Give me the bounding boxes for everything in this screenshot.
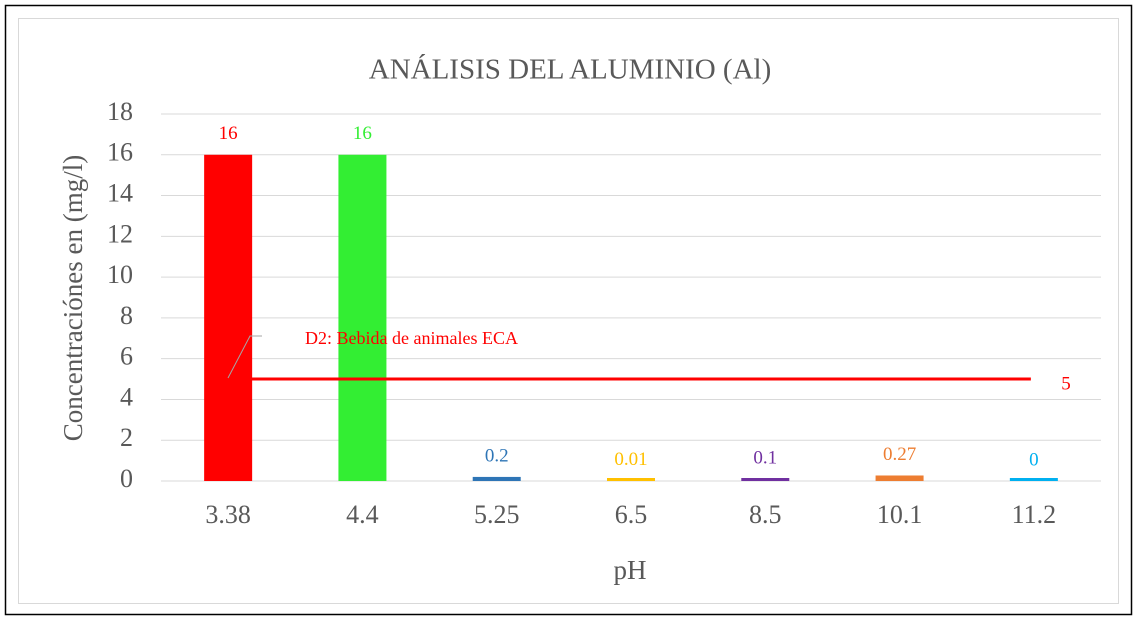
y-tick-label: 10	[107, 260, 133, 289]
chart-title: ANÁLISIS DEL ALUMINIO (Al)	[369, 53, 771, 86]
x-tick-label: 8.5	[749, 500, 782, 529]
y-tick-label: 12	[107, 219, 133, 248]
data-label: 16	[353, 123, 372, 144]
y-axis-label: Concentraciónes en (mg/l)	[58, 155, 88, 441]
data-label: 16	[219, 123, 238, 144]
y-tick-label: 8	[120, 301, 133, 330]
chart-border	[18, 18, 1119, 604]
bar	[1009, 478, 1058, 481]
reference-label: D2: Bebida de animales ECA	[305, 328, 518, 348]
bar	[741, 478, 790, 481]
outer-border	[4, 4, 1133, 616]
data-label: 0	[1029, 449, 1039, 470]
bar	[607, 478, 655, 481]
data-label: 0.01	[614, 449, 647, 470]
data-label: 0.1	[753, 447, 777, 468]
bar	[875, 475, 924, 481]
bar	[472, 476, 521, 481]
x-tick-label: 4.4	[346, 500, 379, 529]
x-tick-label: 3.38	[205, 500, 251, 529]
y-tick-label: 6	[120, 342, 133, 371]
x-tick-label: 10.1	[877, 500, 923, 529]
y-tick-label: 18	[107, 97, 133, 126]
y-tick-label: 4	[120, 382, 133, 411]
leader-line	[227, 335, 262, 379]
y-tick-label: 2	[120, 423, 133, 452]
y-tick-label: 16	[107, 138, 133, 167]
x-tick-label: 6.5	[615, 500, 648, 529]
bar	[204, 154, 253, 481]
x-tick-label: 11.2	[1012, 500, 1057, 529]
bar	[338, 154, 387, 481]
y-tick-label: 0	[120, 464, 133, 493]
y-tick-label: 14	[107, 179, 133, 208]
data-label: 0.27	[883, 444, 916, 465]
x-tick-label: 5.25	[474, 500, 520, 529]
reference-value-label: 5	[1061, 373, 1071, 394]
data-label: 0.2	[485, 445, 509, 466]
x-axis-label: pH	[614, 555, 647, 585]
